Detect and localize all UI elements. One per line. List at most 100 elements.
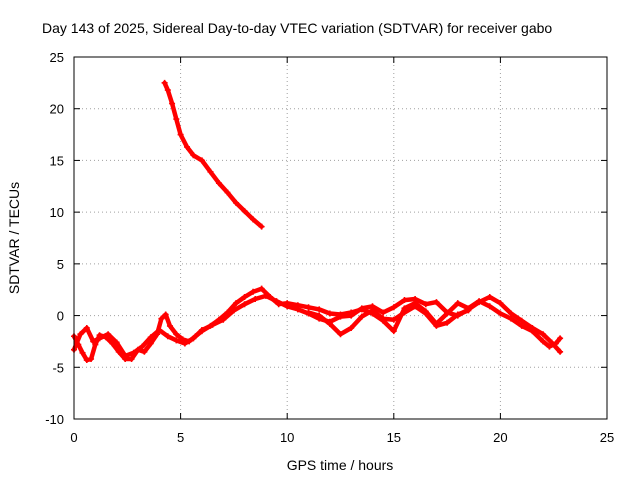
x-tick-label: 15 — [387, 430, 401, 445]
data-point — [348, 324, 355, 331]
data-point — [147, 334, 154, 341]
y-tick-label: -10 — [45, 412, 64, 427]
data-point — [546, 343, 553, 350]
data-point — [348, 312, 355, 319]
data-point — [96, 335, 103, 342]
data-point — [158, 315, 165, 322]
x-tick-label: 0 — [70, 430, 77, 445]
data-point — [161, 79, 168, 86]
data-point — [326, 310, 333, 317]
data-point — [508, 315, 515, 322]
axis-ticks: 0 5 10 15 20 25 -10 -5 0 5 10 15 20 25 — [45, 50, 614, 445]
x-axis-label: GPS time / hours — [287, 457, 394, 473]
data-point — [173, 337, 180, 344]
x-tick-label: 20 — [493, 430, 507, 445]
data-point — [390, 304, 397, 311]
data-point — [173, 116, 180, 123]
data-point — [390, 316, 397, 323]
series-segment-4 — [306, 304, 471, 337]
data-point — [273, 298, 280, 305]
data-point — [540, 338, 547, 345]
data-point — [83, 324, 90, 331]
data-point — [369, 307, 376, 314]
data-point — [518, 322, 525, 329]
data-point — [508, 310, 515, 317]
data-point — [497, 310, 504, 317]
data-point — [207, 168, 214, 175]
data-point — [337, 313, 344, 320]
data-point — [497, 300, 504, 307]
plot-frame — [73, 56, 608, 420]
data-point — [422, 301, 429, 308]
y-tick-label: 25 — [50, 50, 64, 65]
x-tick-label: 5 — [177, 430, 184, 445]
data-point — [401, 309, 408, 316]
data-point — [198, 327, 205, 334]
data-point — [529, 324, 536, 331]
data-point — [465, 307, 472, 314]
data-point — [224, 189, 231, 196]
data-point — [358, 313, 365, 320]
data-point — [444, 309, 451, 316]
data-point — [486, 293, 493, 300]
data-point — [113, 339, 120, 346]
data-point — [130, 349, 137, 356]
data-point — [139, 343, 146, 350]
data-point — [412, 303, 419, 310]
y-tick-label: -5 — [52, 360, 64, 375]
data-point — [122, 352, 129, 359]
data-point — [83, 357, 90, 364]
data-point — [88, 356, 95, 363]
data-point — [557, 348, 564, 355]
data-point — [433, 299, 440, 306]
data-point — [316, 306, 323, 313]
data-point — [380, 309, 387, 316]
data-point — [105, 331, 112, 338]
data-point — [77, 331, 84, 338]
x-tick-label: 10 — [280, 430, 294, 445]
data-point — [141, 348, 148, 355]
data-point — [233, 199, 240, 206]
y-axis-label: SDTVAR / TECUs — [6, 182, 22, 294]
data-point — [305, 309, 312, 316]
data-series — [71, 79, 564, 364]
data-point — [215, 180, 222, 187]
data-point — [258, 285, 265, 292]
data-point — [486, 303, 493, 310]
chart-title: Day 143 of 2025, Sidereal Day-to-day VTE… — [42, 20, 552, 36]
data-point — [169, 100, 176, 107]
x-tick-label: 25 — [600, 430, 614, 445]
data-point — [147, 340, 154, 347]
data-point — [390, 328, 397, 335]
data-point — [337, 331, 344, 338]
data-point — [250, 288, 257, 295]
data-point — [190, 335, 197, 342]
data-point — [220, 316, 227, 323]
data-point — [166, 322, 173, 329]
data-point — [358, 305, 365, 312]
data-point — [380, 315, 387, 322]
data-point — [401, 297, 408, 304]
data-point — [230, 307, 237, 314]
data-point — [412, 296, 419, 303]
data-point — [548, 339, 555, 346]
data-point — [181, 340, 188, 347]
data-point — [241, 293, 248, 300]
data-point — [79, 349, 86, 356]
data-point — [173, 331, 180, 338]
data-point — [258, 223, 265, 230]
data-point — [422, 310, 429, 317]
data-point — [454, 311, 461, 318]
y-tick-label: 20 — [50, 102, 64, 117]
data-point — [518, 317, 525, 324]
data-point — [164, 333, 171, 340]
data-point — [454, 300, 461, 307]
data-point — [156, 327, 163, 334]
data-point — [233, 300, 240, 307]
data-point — [190, 152, 197, 159]
data-point — [241, 208, 248, 215]
data-point — [540, 331, 547, 338]
data-point — [284, 303, 291, 310]
data-point — [250, 216, 257, 223]
data-point — [476, 299, 483, 306]
